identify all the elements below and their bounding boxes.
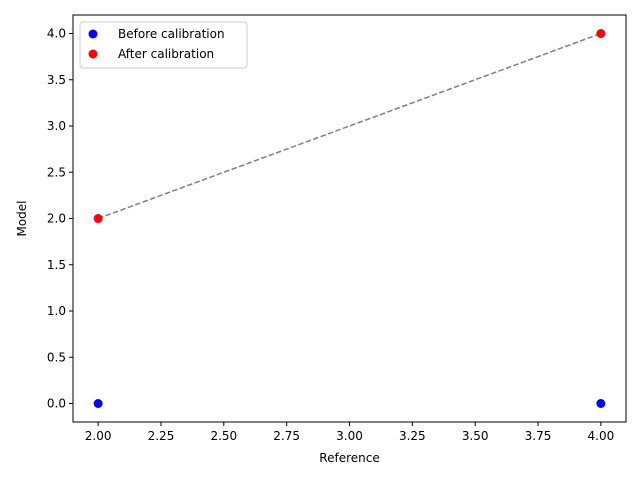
y-tick-label: 1.5 bbox=[47, 258, 66, 272]
after-calibration-point bbox=[596, 29, 606, 38]
after-calibration-point bbox=[93, 214, 103, 223]
before-calibration-point bbox=[596, 399, 606, 408]
x-axis-label: Reference bbox=[319, 451, 379, 465]
y-tick-label: 1.0 bbox=[47, 304, 66, 318]
y-axis: 0.0 0.5 1.0 1.5 2.0 2.5 3.0 3.5 4.0 bbox=[47, 27, 73, 411]
x-tick-label: 2.25 bbox=[148, 429, 175, 443]
x-tick-label: 3.50 bbox=[462, 429, 489, 443]
y-tick-label: 3.5 bbox=[47, 73, 66, 87]
y-tick-label: 0.0 bbox=[47, 397, 66, 411]
legend: Before calibration After calibration bbox=[79, 21, 248, 69]
calibration-reference-line bbox=[97, 32, 602, 220]
y-tick-label: 3.0 bbox=[47, 119, 66, 133]
x-tick-label: 2.00 bbox=[85, 429, 112, 443]
x-tick-label: 3.75 bbox=[525, 429, 552, 443]
legend-box bbox=[79, 21, 248, 69]
x-axis: 2.00 2.25 2.50 2.75 3.00 3.25 3.50 3.75 4.00 bbox=[85, 422, 614, 443]
y-tick-label: 2.0 bbox=[47, 212, 66, 226]
plot-area bbox=[93, 29, 606, 408]
legend-label: After calibration bbox=[118, 47, 214, 61]
x-tick-label: 4.00 bbox=[588, 429, 615, 443]
before-calibration-point bbox=[93, 399, 103, 408]
legend-marker bbox=[88, 29, 98, 39]
y-tick-label: 2.5 bbox=[47, 165, 66, 179]
x-tick-label: 3.00 bbox=[336, 429, 363, 443]
y-tick-label: 0.5 bbox=[47, 350, 66, 364]
y-tick-label: 4.0 bbox=[47, 27, 66, 41]
y-axis-label: Model bbox=[15, 200, 29, 236]
legend-marker bbox=[88, 49, 98, 59]
x-tick-label: 2.75 bbox=[273, 429, 300, 443]
x-tick-label: 2.50 bbox=[210, 429, 237, 443]
x-tick-label: 3.25 bbox=[399, 429, 426, 443]
legend-label: Before calibration bbox=[118, 27, 225, 41]
